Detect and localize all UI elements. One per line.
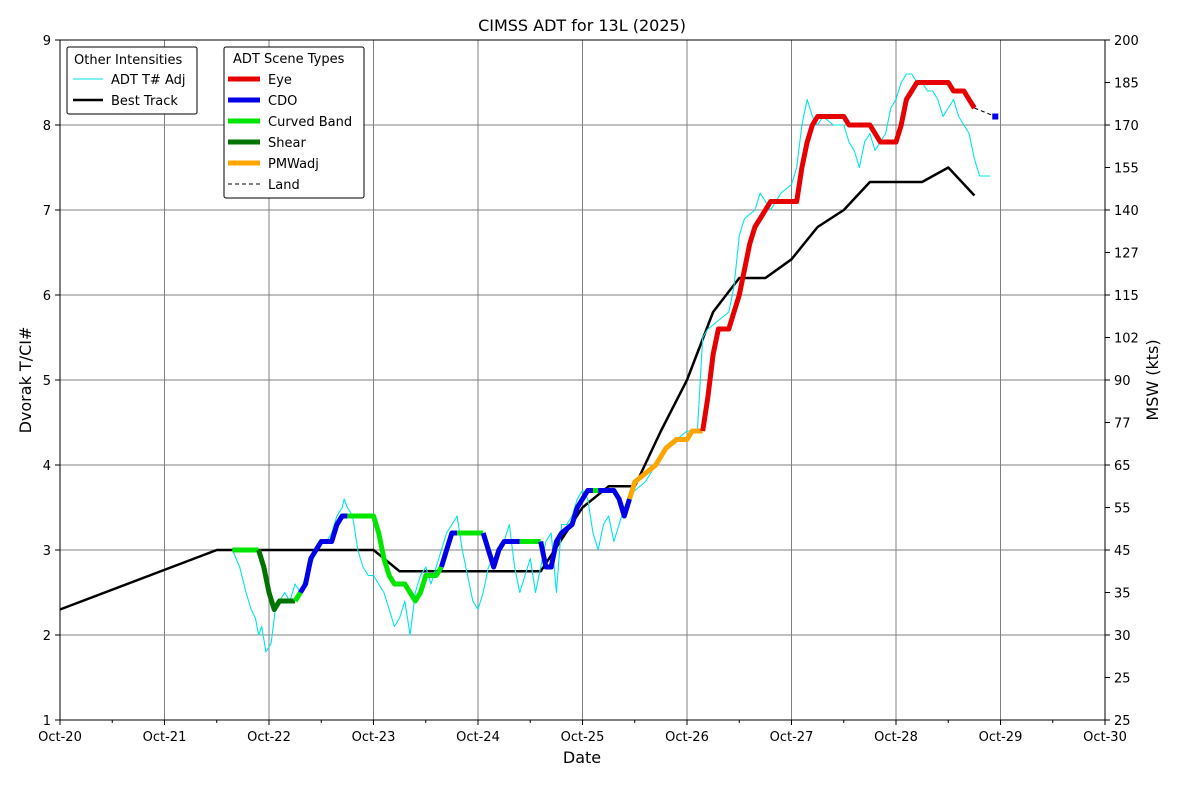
- legend-other-box: [66, 46, 198, 115]
- scene-segment-land: [974, 107, 996, 117]
- scene-segment-cdo: [598, 488, 632, 519]
- y2-tick-label: 45: [1114, 544, 1131, 559]
- y-tick-label: 4: [43, 459, 51, 474]
- x-tick-label: Oct-27: [770, 730, 814, 745]
- x-axis-label: Date: [563, 748, 601, 767]
- legend-land-label: Land: [268, 178, 300, 193]
- y-tick-label: 8: [43, 119, 51, 134]
- y2-tick-label: 102: [1114, 332, 1139, 347]
- final-position-marker: [992, 113, 999, 120]
- x-tick-label: Oct-29: [979, 730, 1023, 745]
- y2-tick-label: 170: [1114, 119, 1139, 134]
- scene-segment-cdo: [298, 513, 348, 594]
- y-tick-label: 9: [43, 34, 51, 49]
- scene-segment-pmwadj: [627, 428, 703, 500]
- y2-tick-label: 65: [1114, 459, 1131, 474]
- y2-tick-label: 25: [1114, 714, 1131, 729]
- y2-tick-label: 25: [1114, 672, 1131, 687]
- plot-data: [59, 73, 999, 653]
- legend-adt-adj-label: ADT T# Adj: [111, 73, 185, 88]
- y-tick-label: 2: [43, 629, 51, 644]
- y-tick-label: 7: [43, 204, 51, 219]
- ticks: Oct-20 Oct-21 Oct-22 Oct-23 Oct-24 Oct-25 Oct-…: [38, 34, 1139, 745]
- x-tick-label: Oct-26: [665, 730, 709, 745]
- y-tick-label: 5: [43, 374, 51, 389]
- legend-best-track-label: Best Track: [111, 94, 178, 109]
- y-axis-label: Dvorak T/CI#: [16, 327, 35, 434]
- x-tick-label: Oct-28: [874, 730, 918, 745]
- x-tick-label: Oct-30: [1083, 730, 1127, 745]
- y2-tick-label: 77: [1114, 417, 1131, 432]
- series-best-track: [59, 166, 976, 611]
- legend-scene-title: ADT Scene Types: [233, 52, 345, 67]
- y2-tick-label: 30: [1114, 629, 1131, 644]
- legend-cdo-label: CDO: [268, 94, 297, 109]
- scene-segment-shear: [256, 549, 296, 612]
- y2-tick-label: 127: [1114, 247, 1139, 262]
- x-tick-label: Oct-22: [247, 730, 291, 745]
- scene-segment-curved-band: [347, 513, 444, 604]
- y2-tick-label: 200: [1114, 34, 1139, 49]
- y2-tick-label: 185: [1114, 77, 1139, 92]
- scene-segment-cdo: [538, 488, 593, 570]
- y2-tick-label: 35: [1114, 587, 1131, 602]
- y-tick-label: 3: [43, 544, 51, 559]
- y2-tick-label: 140: [1114, 204, 1139, 219]
- y2-tick-label: 90: [1114, 374, 1131, 389]
- x-tick-label: Oct-24: [456, 730, 500, 745]
- y2-tick-label: 115: [1114, 289, 1139, 304]
- legend-other-title: Other Intensities: [74, 53, 183, 68]
- legend-curved-band-label: Curved Band: [268, 115, 352, 130]
- x-tick-label: Oct-25: [561, 730, 605, 745]
- y-tick-label: 6: [43, 289, 51, 304]
- scene-segment-eye: [700, 80, 977, 432]
- legend-scene-types: ADT Scene Types Eye CDO Curved Band Shea…: [223, 46, 365, 199]
- series-adt-adj: [231, 73, 991, 653]
- x-tick-label: Oct-21: [143, 730, 187, 745]
- y2-axis-label: MSW (kts): [1143, 339, 1162, 420]
- legend-eye-label: Eye: [268, 73, 292, 88]
- chart-title: CIMSS ADT for 13L (2025): [478, 16, 686, 35]
- legend-other-intensities: Other Intensities ADT T# Adj Best Track: [66, 46, 198, 115]
- legend-scene-box: [223, 46, 365, 199]
- legend-shear-label: Shear: [268, 136, 306, 151]
- x-tick-label: Oct-20: [38, 730, 82, 745]
- y2-tick-label: 155: [1114, 162, 1139, 177]
- scene-segment-cdo: [480, 532, 520, 570]
- y2-tick-label: 55: [1114, 502, 1131, 517]
- x-tick-label: Oct-23: [352, 730, 396, 745]
- scene-segment-cdo: [439, 530, 458, 568]
- y-tick-label: 1: [43, 714, 51, 729]
- legend-pmwadj-label: PMWadj: [268, 157, 319, 172]
- scene-segment-curved-band: [292, 591, 303, 603]
